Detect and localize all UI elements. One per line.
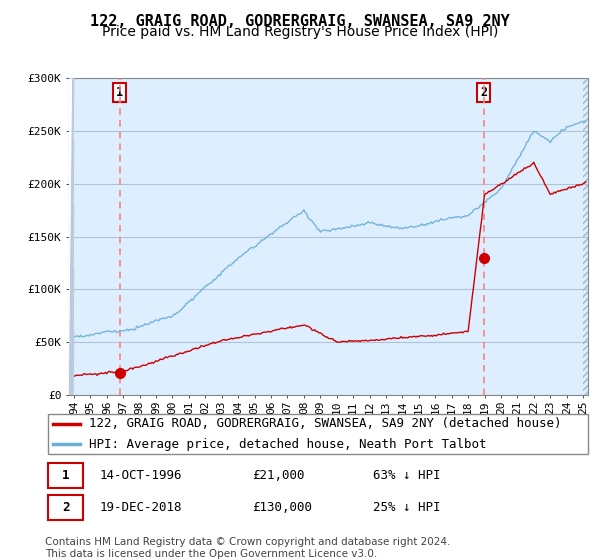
Text: 19-DEC-2018: 19-DEC-2018 [100,501,182,514]
Text: 14-OCT-1996: 14-OCT-1996 [100,469,182,482]
Text: 2: 2 [62,501,70,514]
Bar [69,78,74,395]
Text: 122, GRAIG ROAD, GODRERGRAIG, SWANSEA, SA9 2NY (detached house): 122, GRAIG ROAD, GODRERGRAIG, SWANSEA, S… [89,417,561,430]
Text: £21,000: £21,000 [253,469,305,482]
Text: Contains HM Land Registry data © Crown copyright and database right 2024.
This d: Contains HM Land Registry data © Crown c… [45,537,451,559]
Text: HPI: Average price, detached house, Neath Port Talbot: HPI: Average price, detached house, Neat… [89,438,486,451]
Text: 122, GRAIG ROAD, GODRERGRAIG, SWANSEA, SA9 2NY: 122, GRAIG ROAD, GODRERGRAIG, SWANSEA, S… [90,14,510,29]
Text: 2: 2 [481,86,487,99]
FancyBboxPatch shape [48,414,588,454]
Text: £130,000: £130,000 [253,501,313,514]
Text: 63% ↓ HPI: 63% ↓ HPI [373,469,440,482]
FancyBboxPatch shape [48,463,83,488]
Text: 25% ↓ HPI: 25% ↓ HPI [373,501,440,514]
Text: 1: 1 [116,86,124,99]
FancyBboxPatch shape [48,495,83,520]
Text: Price paid vs. HM Land Registry's House Price Index (HPI): Price paid vs. HM Land Registry's House … [102,25,498,39]
Text: 1: 1 [62,469,70,482]
